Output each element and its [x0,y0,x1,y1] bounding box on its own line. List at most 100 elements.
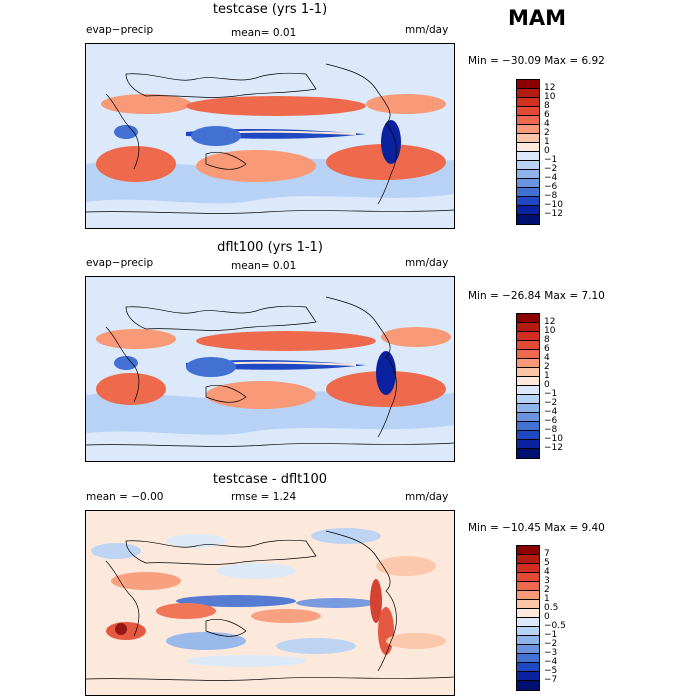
panel-1-units: mm/day [405,24,449,36]
colorbar-tick-label: 12 [544,316,556,327]
colorbar-swatch [517,188,539,197]
panel-2-units: mm/day [405,257,449,269]
colorbar-tick-label: −1 [544,388,558,399]
colorbar-swatch [517,609,539,618]
colorbar-tick-label: 12 [544,82,556,93]
colorbar-tick-label: 0 [544,145,550,156]
panel-2-colorbar [516,313,540,459]
panel-3-left-label: mean = −0.00 [86,491,164,503]
colorbar-swatch [517,546,539,555]
colorbar-tick-label: 0 [544,611,550,622]
colorbar-swatch [517,179,539,188]
colorbar-swatch [517,582,539,591]
colorbar-swatch [517,152,539,161]
panel-2-title: dflt100 (yrs 1-1) [217,240,323,255]
colorbar-swatch [517,645,539,654]
colorbar-tick-label: 2 [544,361,550,372]
colorbar-tick-label: −10 [544,433,563,444]
panel-2-left-label: evap−precip [86,257,154,269]
panel-2-center-label: mean= 0.01 [231,260,297,272]
colorbar-tick-label: 10 [544,91,556,102]
colorbar-tick-label: 1 [544,370,550,381]
colorbar-swatch [517,573,539,582]
colorbar-tick-label: 4 [544,566,550,577]
colorbar-tick-label: −2 [544,638,558,649]
colorbar-tick-label: −2 [544,163,558,174]
season-title: MAM [508,6,567,30]
colorbar-tick-label: 4 [544,352,550,363]
colorbar-swatch [517,395,539,404]
colorbar-swatch [517,98,539,107]
panel-2-map-field [86,277,454,461]
colorbar-swatch [517,350,539,359]
colorbar-swatch [517,125,539,134]
colorbar-tick-label: −7 [544,674,558,685]
panel-1-map-field [86,44,454,228]
colorbar-swatch [517,591,539,600]
panel-3-colorbar [516,545,540,691]
colorbar-tick-label: 0.5 [544,602,559,613]
panel-3-center-label: rmse = 1.24 [231,491,297,503]
colorbar-tick-label: −6 [544,415,558,426]
colorbar-swatch [517,422,539,431]
colorbar-swatch [517,377,539,386]
colorbar-swatch [517,332,539,341]
colorbar-tick-label: −5 [544,665,558,676]
colorbar-swatch [517,413,539,422]
colorbar-swatch [517,449,539,458]
colorbar-tick-label: −10 [544,199,563,210]
colorbar-tick-label: −12 [544,208,563,219]
colorbar-swatch [517,107,539,116]
panel-1-left-label: evap−precip [86,24,154,36]
colorbar-tick-label: 2 [544,127,550,138]
colorbar-tick-label: 8 [544,334,550,345]
colorbar-swatch [517,672,539,681]
colorbar-tick-label: −6 [544,181,558,192]
panel-1-title: testcase (yrs 1-1) [212,2,328,17]
colorbar-tick-label: 2 [544,584,550,595]
colorbar-tick-label: −1 [544,629,558,640]
colorbar-tick-label: 5 [544,557,550,568]
colorbar-tick-label: −4 [544,172,558,183]
colorbar-tick-label: −8 [544,424,558,435]
colorbar-swatch [517,431,539,440]
colorbar-tick-label: 0 [544,379,550,390]
panel-3-minmax: Min = −10.45 Max = 9.40 [468,522,605,534]
colorbar-swatch [517,681,539,690]
colorbar-swatch [517,386,539,395]
colorbar-swatch [517,170,539,179]
colorbar-swatch [517,654,539,663]
colorbar-swatch [517,368,539,377]
colorbar-tick-label: 7 [544,548,550,559]
colorbar-tick-label: 6 [544,343,550,354]
colorbar-tick-label: 8 [544,100,550,111]
panel-1-map [85,43,455,229]
panel-1-center-label: mean= 0.01 [231,27,297,39]
colorbar-tick-label: 4 [544,118,550,129]
colorbar-swatch [517,663,539,672]
colorbar-tick-label: −2 [544,397,558,408]
colorbar-tick-label: −8 [544,190,558,201]
colorbar-tick-label: −4 [544,656,558,667]
panel-1-minmax: Min = −30.09 Max = 6.92 [468,55,605,67]
colorbar-swatch [517,404,539,413]
colorbar-swatch [517,341,539,350]
colorbar-swatch [517,359,539,368]
colorbar-tick-label: 1 [544,593,550,604]
colorbar-swatch [517,564,539,573]
colorbar-swatch [517,161,539,170]
colorbar-tick-label: 10 [544,325,556,336]
colorbar-swatch [517,116,539,125]
colorbar-swatch [517,143,539,152]
colorbar-swatch [517,555,539,564]
panel-3-map-field [86,511,454,695]
colorbar-swatch [517,636,539,645]
colorbar-swatch [517,215,539,224]
colorbar-swatch [517,80,539,89]
colorbar-swatch [517,206,539,215]
colorbar-swatch [517,440,539,449]
colorbar-swatch [517,323,539,332]
colorbar-tick-label: −12 [544,442,563,453]
panel-3-map [85,510,455,696]
colorbar-tick-label: 6 [544,109,550,120]
